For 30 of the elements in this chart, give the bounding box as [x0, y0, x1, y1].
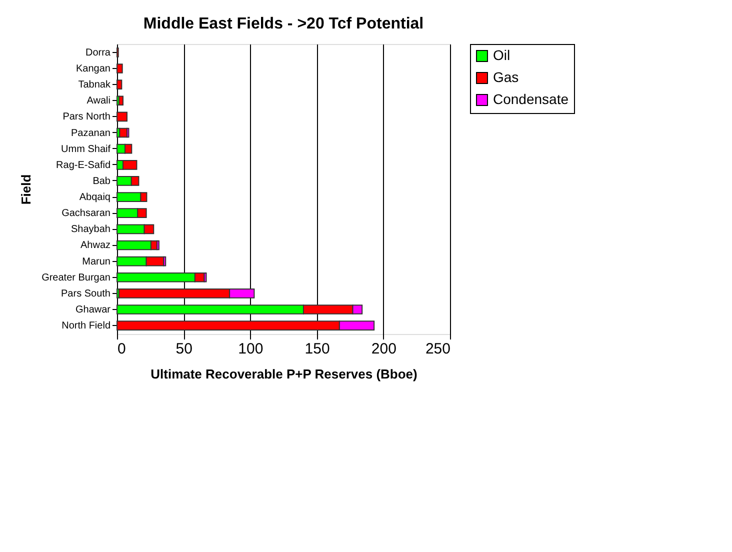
y-tick-label: Shaybah	[71, 224, 110, 236]
y-tick-label: Marun	[82, 256, 110, 268]
x-tick-label: 200	[371, 340, 396, 358]
y-tick-label: Rag-E-Safid	[56, 160, 110, 171]
x-tick-label: 0	[118, 340, 126, 358]
legend-label: Condensate	[493, 91, 569, 107]
x-tick-label: 50	[176, 340, 192, 358]
x-tick-label: 250	[425, 340, 450, 358]
y-tick-label: Dorra	[85, 47, 111, 58]
y-axis-title: Field	[18, 174, 34, 205]
y-tick-label: Pazanan	[71, 128, 110, 139]
y-tick-label: Abqaiq	[79, 192, 110, 204]
x-axis-title: Ultimate Recoverable P+P Reserves (Bboe)	[150, 366, 418, 382]
legend-label: Oil	[493, 47, 510, 63]
y-tick-label: Ghawar	[75, 304, 112, 316]
y-tick-label: Greater Burgan	[42, 272, 110, 284]
y-tick-label: Kangan	[76, 64, 110, 74]
legend-label: Gas	[493, 69, 519, 85]
y-tick-label: North Field	[62, 320, 110, 332]
y-tick-label: Bab	[92, 176, 111, 187]
x-tick-label: 150	[304, 340, 330, 358]
y-tick-label: Awali	[86, 96, 110, 107]
y-tick-label: Pars North	[62, 112, 110, 123]
y-tick-label: Tabnak	[78, 80, 112, 91]
y-tick-label: Ahwaz	[80, 240, 110, 252]
y-tick-label: Gachsaran	[62, 208, 110, 220]
x-tick-label: 100	[238, 340, 264, 358]
y-tick-label: Umm Shaif	[61, 144, 111, 155]
y-tick-label: Pars South	[61, 288, 110, 300]
chart-title: Middle East Fields - >20 Tcf Potential	[143, 16, 424, 32]
